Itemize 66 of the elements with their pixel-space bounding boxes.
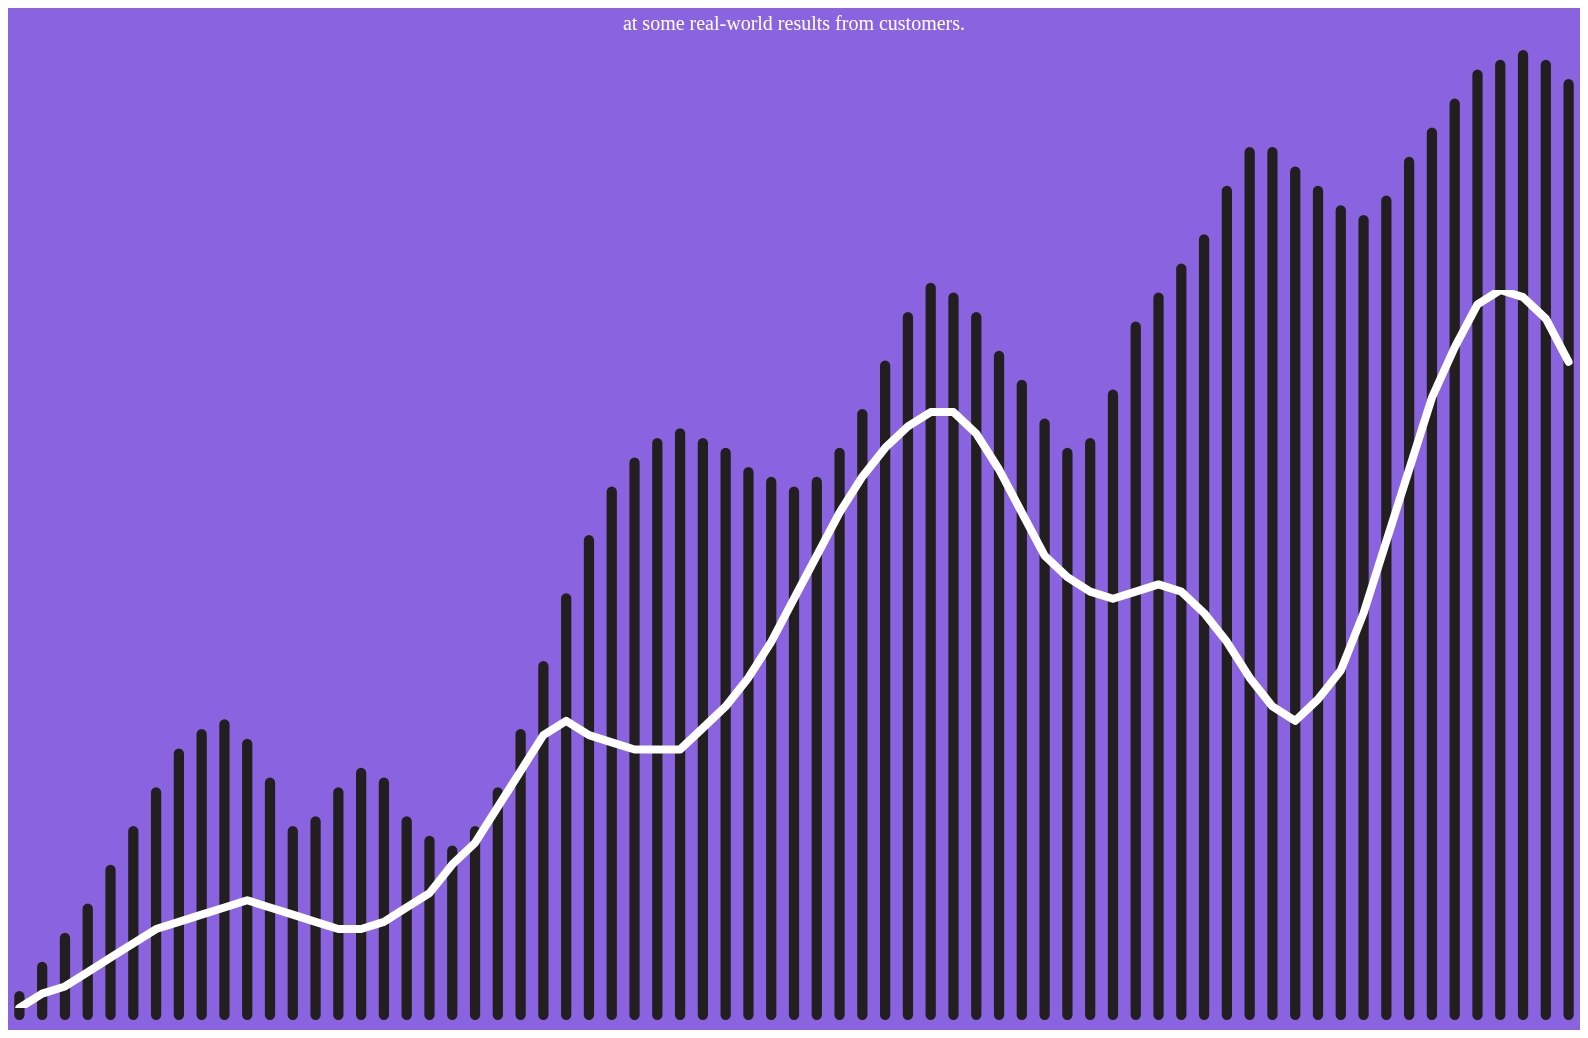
bar — [447, 845, 458, 1020]
bar — [310, 816, 321, 1020]
bar — [401, 816, 412, 1020]
bar — [902, 311, 914, 1020]
bar — [834, 447, 845, 1020]
bar — [811, 476, 822, 1020]
bar — [948, 292, 959, 1020]
bar — [880, 360, 891, 1020]
bar — [1198, 234, 1210, 1020]
bar — [424, 835, 435, 1020]
bar — [1381, 195, 1392, 1020]
bar — [469, 826, 481, 1020]
bar — [1426, 127, 1438, 1020]
bar — [196, 729, 207, 1020]
bar — [766, 476, 777, 1020]
bar — [1449, 98, 1460, 1020]
bar — [993, 350, 1005, 1020]
bar — [1267, 147, 1278, 1020]
bar — [356, 767, 367, 1020]
bar — [1472, 69, 1483, 1020]
bar — [1517, 50, 1529, 1020]
bar — [1153, 292, 1164, 1020]
bar — [1062, 447, 1073, 1020]
bar — [219, 719, 230, 1020]
bar — [1563, 79, 1574, 1020]
bar — [629, 457, 640, 1020]
bar — [606, 486, 617, 1020]
chart-subtitle: at some real-world results from customers. — [621, 11, 967, 36]
bar — [242, 738, 253, 1020]
bar — [1335, 205, 1346, 1020]
bar — [1290, 166, 1301, 1020]
bar — [515, 729, 526, 1020]
bar — [1176, 263, 1187, 1020]
bar — [857, 408, 868, 1020]
bar — [1016, 379, 1027, 1020]
bar — [788, 486, 800, 1020]
bar — [1130, 321, 1141, 1020]
bar — [743, 467, 754, 1020]
bar — [150, 787, 162, 1020]
bar — [971, 311, 982, 1020]
bar — [674, 428, 686, 1020]
bar — [378, 777, 390, 1020]
bar — [492, 787, 503, 1020]
bar — [697, 438, 708, 1020]
bar — [1039, 418, 1050, 1020]
bar — [287, 826, 298, 1020]
bar — [1540, 59, 1551, 1020]
bar — [173, 748, 184, 1020]
bar — [1358, 214, 1369, 1020]
bar — [583, 535, 595, 1020]
bar — [1404, 156, 1415, 1020]
bar — [561, 593, 572, 1020]
bar — [333, 787, 344, 1020]
bar — [1495, 59, 1506, 1020]
bar — [105, 864, 116, 1020]
bar — [1312, 185, 1324, 1020]
bar — [720, 447, 731, 1020]
bar — [1221, 185, 1232, 1020]
bar — [128, 826, 139, 1020]
bar — [652, 438, 663, 1020]
bar — [1085, 438, 1096, 1020]
bar — [538, 661, 549, 1020]
bar — [1244, 147, 1255, 1020]
bar — [1107, 389, 1119, 1020]
bar — [264, 777, 276, 1020]
bar — [925, 282, 936, 1020]
